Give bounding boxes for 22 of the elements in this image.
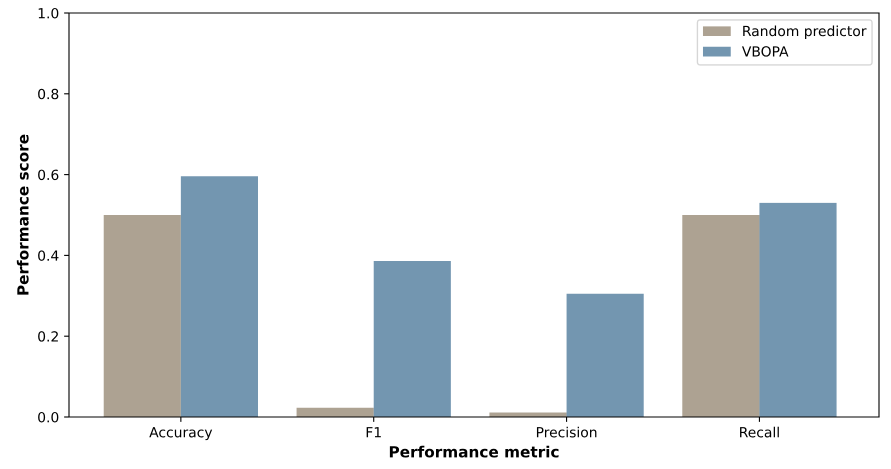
y-tick-label: 1.0: [38, 8, 58, 18]
bar: [759, 202, 837, 417]
y-tick-label: 0.8: [38, 88, 58, 100]
x-tick-label: Recall: [740, 426, 779, 438]
legend-label: Random predictor: [743, 26, 866, 39]
legend-label: VBOPA: [742, 46, 788, 57]
x-tick-label: F1: [366, 427, 381, 438]
y-tick-label: 0.0: [38, 412, 58, 422]
bar: [682, 215, 760, 417]
bar: [489, 412, 567, 417]
bar: [104, 215, 181, 417]
x-tick-label: Accuracy: [149, 427, 212, 440]
x-tick-label: Precision: [536, 426, 596, 438]
bar: [374, 261, 451, 417]
y-tick-label: 0.6: [38, 170, 58, 180]
bar: [296, 408, 374, 417]
y-axis-title: Performance score: [16, 134, 29, 295]
bar: [566, 294, 644, 417]
bar: [180, 176, 258, 417]
y-tick-label: 0.2: [38, 331, 58, 342]
y-tick-label: 0.4: [38, 250, 58, 261]
x-axis-title: Performance metric: [390, 446, 558, 458]
